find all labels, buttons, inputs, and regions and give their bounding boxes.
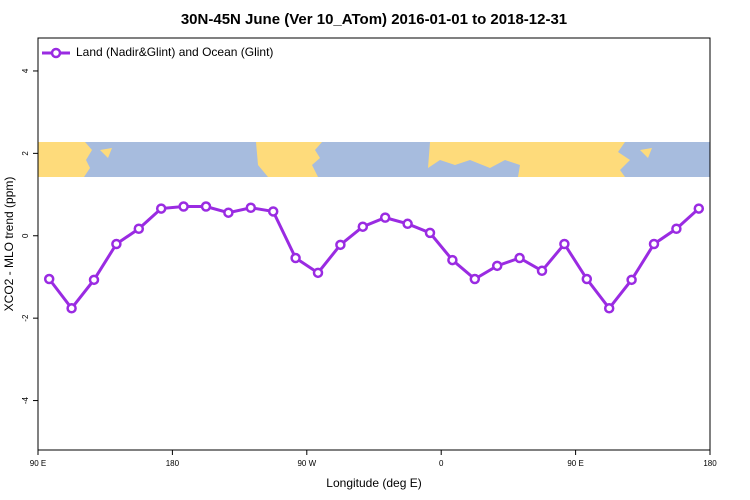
y-tick-label: 2 [21, 151, 30, 156]
y-tick-label: 4 [21, 68, 30, 73]
world-map-strip [38, 142, 710, 177]
point [335, 239, 346, 251]
point [671, 223, 682, 235]
point [491, 260, 503, 272]
chart-title: 30N-45N June (Ver 10_ATom) 2016-01-01 to… [181, 11, 567, 28]
x-axis-label: Longitude (deg E) [326, 476, 421, 490]
x-tick-label: 180 [703, 459, 717, 468]
series-line [48, 205, 700, 311]
point [66, 303, 77, 314]
y-tick-label: -4 [21, 396, 30, 404]
point [603, 303, 615, 314]
point [178, 201, 189, 212]
point [559, 238, 570, 250]
point [155, 203, 167, 214]
y-axis-label: XCO2 - MLO trend (ppm) [2, 177, 16, 312]
point [581, 273, 593, 285]
legend-label: Land (Nadir&Glint) and Ocean (Glint) [76, 45, 273, 59]
point [626, 274, 637, 286]
y-tick-label: 0 [21, 233, 30, 238]
point [693, 203, 705, 214]
x-tick-label: 90 W [297, 459, 316, 468]
plot-frame [37, 37, 711, 451]
point [648, 238, 660, 250]
x-tick-label: 90 E [567, 459, 583, 468]
point [88, 274, 100, 286]
legend: Land (Nadir&Glint) and Ocean (Glint) [42, 45, 273, 59]
point [267, 206, 279, 217]
point [111, 238, 122, 250]
point [514, 252, 525, 264]
point [133, 223, 145, 235]
point [43, 273, 55, 285]
point [312, 267, 324, 279]
point [469, 273, 481, 285]
point [402, 218, 413, 230]
point [223, 207, 234, 218]
point [536, 265, 548, 277]
point [290, 252, 301, 264]
x-tick-label: 0 [439, 459, 444, 468]
x-tick-label: 180 [166, 459, 180, 468]
point [245, 202, 257, 213]
y-tick-label: -2 [21, 314, 30, 322]
x-tick-label: 90 E [30, 459, 46, 468]
point [447, 254, 458, 266]
point [424, 227, 436, 239]
point [200, 201, 212, 212]
legend-marker [50, 47, 62, 59]
point [357, 221, 369, 232]
point [379, 212, 391, 223]
